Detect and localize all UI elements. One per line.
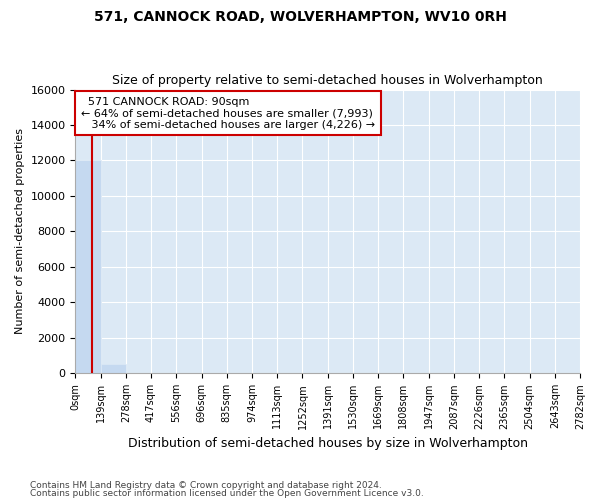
Text: Contains public sector information licensed under the Open Government Licence v3: Contains public sector information licen… — [30, 489, 424, 498]
Bar — [101, 364, 126, 374]
Bar — [76, 160, 101, 374]
Text: Contains HM Land Registry data © Crown copyright and database right 2024.: Contains HM Land Registry data © Crown c… — [30, 480, 382, 490]
Text: 571 CANNOCK ROAD: 90sqm
← 64% of semi-detached houses are smaller (7,993)
   34%: 571 CANNOCK ROAD: 90sqm ← 64% of semi-de… — [81, 96, 375, 130]
X-axis label: Distribution of semi-detached houses by size in Wolverhampton: Distribution of semi-detached houses by … — [128, 437, 528, 450]
Y-axis label: Number of semi-detached properties: Number of semi-detached properties — [15, 128, 25, 334]
Title: Size of property relative to semi-detached houses in Wolverhampton: Size of property relative to semi-detach… — [112, 74, 543, 87]
Text: 571, CANNOCK ROAD, WOLVERHAMPTON, WV10 0RH: 571, CANNOCK ROAD, WOLVERHAMPTON, WV10 0… — [94, 10, 506, 24]
